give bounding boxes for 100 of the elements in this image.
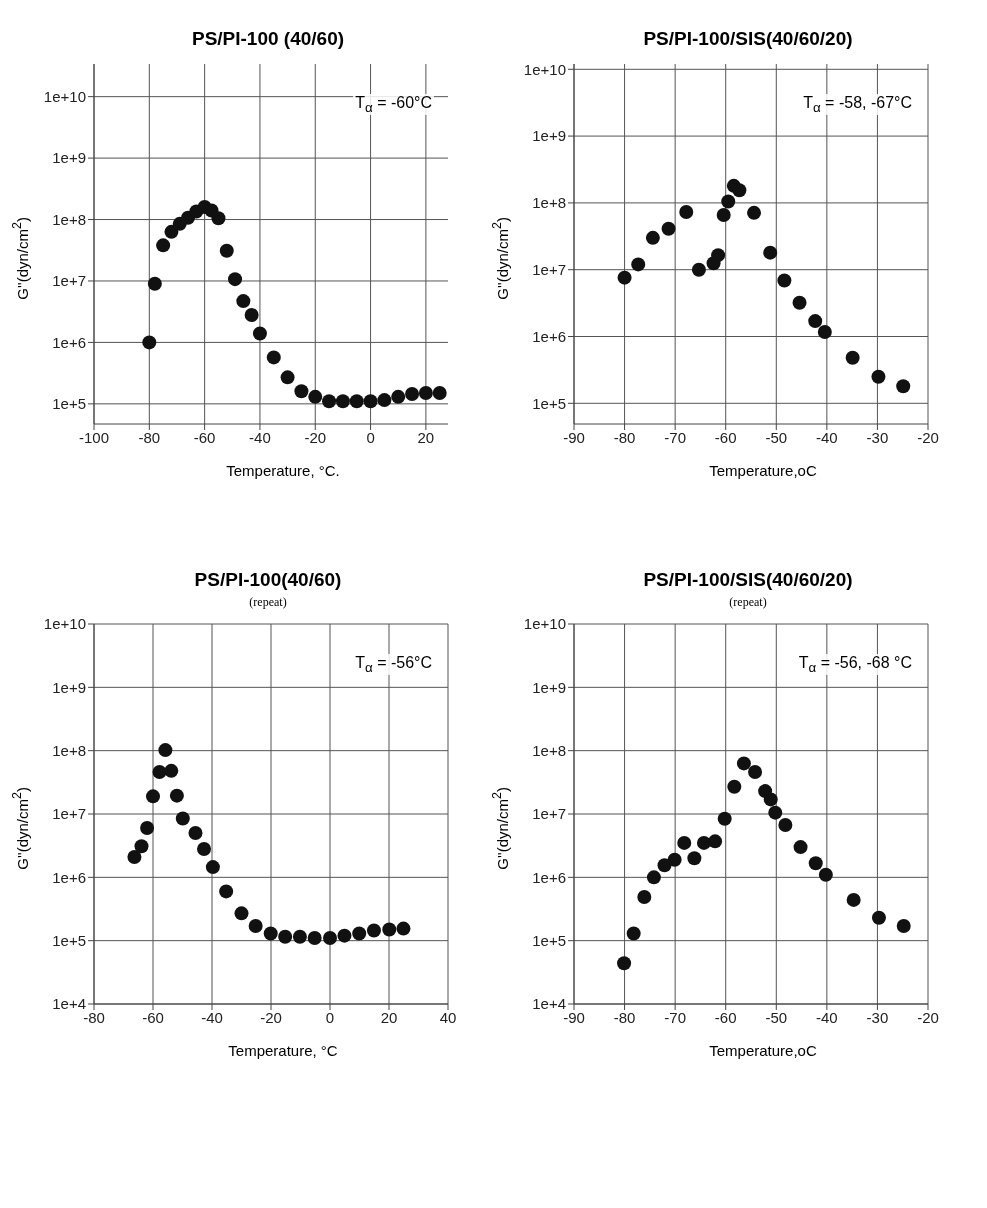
y-tick-label: 1e+7 (52, 272, 86, 290)
point (307, 931, 322, 946)
x-tick-label: -20 (304, 428, 327, 446)
y-tick-label: 1e+10 (523, 615, 566, 633)
y-tick-label: 1e+10 (43, 87, 86, 105)
point (845, 350, 860, 365)
point (292, 929, 307, 944)
x-tick-label: -60 (714, 428, 737, 446)
x-tick-label: -80 (613, 428, 636, 446)
chart-subtitle: (repeat) (728, 595, 768, 610)
point (294, 384, 309, 399)
point (896, 379, 911, 394)
point (266, 350, 281, 365)
point (152, 765, 167, 780)
y-tick-label: 1e+8 (532, 194, 566, 212)
point (278, 929, 293, 944)
y-tick-label: 1e+6 (532, 868, 566, 886)
x-tick-label: -40 (816, 1008, 838, 1026)
point (708, 834, 723, 849)
point (396, 921, 411, 936)
x-tick-label: -30 (866, 428, 889, 446)
y-tick-label: 1e+5 (532, 931, 566, 949)
point (219, 243, 234, 258)
point (366, 923, 381, 938)
point (768, 805, 783, 820)
point (763, 245, 778, 260)
point (732, 183, 747, 198)
point (337, 928, 352, 943)
point (646, 870, 661, 885)
x-tick-label: -60 (714, 1008, 737, 1026)
x-tick-label: -30 (866, 1008, 889, 1026)
x-axis-title: Temperature, °C (227, 1042, 339, 1059)
point (382, 922, 397, 937)
point (817, 324, 832, 339)
point (134, 839, 149, 854)
point (871, 910, 886, 925)
point (169, 788, 184, 803)
y-tick-label: 1e+5 (52, 395, 86, 413)
y-tick-label: 1e+10 (523, 60, 566, 78)
point (391, 389, 406, 404)
x-tick-label: 0 (366, 428, 375, 446)
point (146, 789, 160, 804)
point (156, 238, 171, 253)
y-tick-label: 1e+8 (532, 741, 566, 759)
annotation: T$_{α}$ = -58, -67°C (801, 94, 914, 116)
point (244, 307, 259, 322)
point (793, 840, 808, 855)
point (677, 835, 692, 850)
point (691, 262, 706, 277)
y-tick-label: 1e+6 (532, 327, 566, 345)
point (736, 756, 751, 771)
chart-title: PS/PI-100/SIS(40/60/20) (642, 28, 854, 50)
y-tick-label: 1e+7 (532, 805, 566, 823)
point (747, 205, 762, 220)
point (322, 394, 337, 409)
y-tick-label: 1e+6 (52, 868, 86, 886)
point (197, 842, 212, 857)
point (808, 856, 823, 871)
point (236, 294, 251, 309)
y-tick-label: 1e+7 (52, 805, 86, 823)
x-tick-label: 40 (439, 1008, 457, 1026)
x-tick-label: -60 (193, 428, 216, 446)
x-tick-label: -100 (78, 428, 110, 446)
x-tick-label: -90 (563, 1008, 585, 1026)
point (679, 205, 694, 220)
chart-title: PS/PI-100 (40/60) (190, 28, 346, 50)
y-tick-label: 1e+5 (52, 931, 86, 949)
x-tick-label: -40 (816, 428, 838, 446)
point (175, 811, 190, 826)
x-tick-label: -40 (201, 1008, 223, 1026)
point (626, 926, 641, 941)
point (808, 314, 823, 329)
point (687, 851, 702, 866)
x-tick-label: -80 (83, 1008, 105, 1026)
point (363, 394, 378, 409)
point (164, 224, 179, 239)
point (727, 779, 742, 794)
point (748, 765, 763, 780)
point (405, 386, 420, 401)
y-tick-label: 1e+9 (532, 127, 566, 145)
x-axis-title: Temperature,oC (708, 462, 818, 479)
point (777, 273, 792, 288)
point (871, 369, 886, 384)
x-axis-title: Temperature, °C. (225, 462, 341, 479)
point (127, 849, 142, 864)
point (228, 272, 243, 287)
point (352, 926, 367, 941)
point (188, 826, 203, 841)
x-tick-label: -80 (138, 428, 161, 446)
annotation: T$_{α}$ = -60°C (353, 94, 434, 116)
point (147, 276, 162, 291)
point (617, 270, 632, 285)
point (661, 221, 676, 236)
point (617, 956, 632, 971)
point (846, 892, 861, 907)
point (219, 884, 234, 899)
point (792, 295, 807, 310)
y-tick-label: 1e+9 (52, 149, 86, 167)
point (763, 792, 778, 807)
annotation: T$_{α}$ = -56°C (353, 654, 434, 676)
